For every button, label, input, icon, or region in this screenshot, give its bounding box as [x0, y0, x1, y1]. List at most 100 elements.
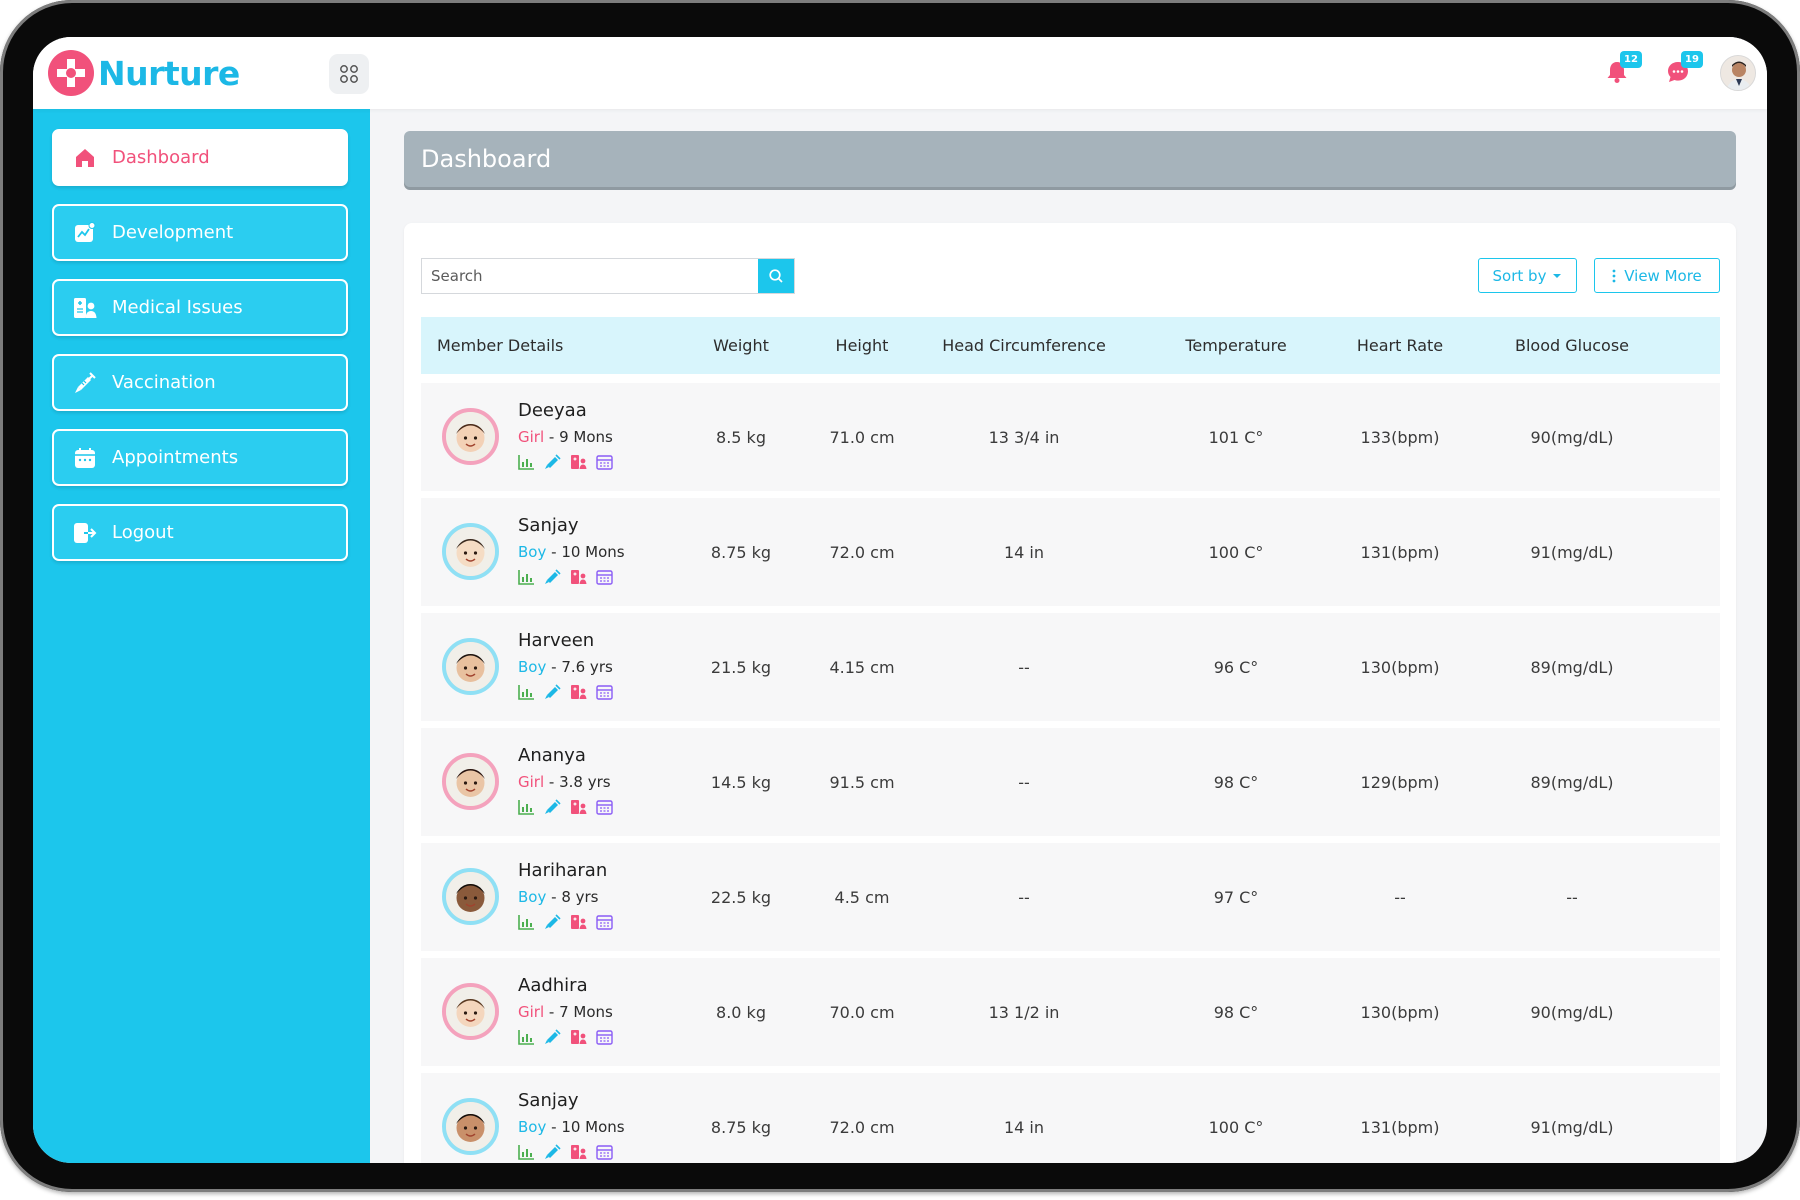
app-logo[interactable]: Nurture — [47, 49, 240, 97]
calendar-icon[interactable] — [596, 1029, 613, 1045]
cell-head: -- — [1018, 772, 1030, 792]
member-age: 10 Mons — [561, 543, 625, 561]
syringe-icon[interactable] — [544, 569, 561, 585]
cell-height: 70.0 cm — [829, 1002, 895, 1022]
member-quick-actions — [518, 1144, 613, 1160]
member-subinfo: Boy - 10 Mons — [518, 1118, 625, 1136]
separator: - — [544, 773, 560, 791]
member-name[interactable]: Sanjay — [518, 1090, 579, 1111]
cell-glucose: 89(mg/dL) — [1530, 772, 1614, 792]
user-avatar[interactable] — [1720, 55, 1756, 91]
sidebar-item-dashboard[interactable]: Dashboard — [52, 129, 348, 186]
page-title: Dashboard — [404, 131, 1736, 187]
search-input[interactable] — [422, 259, 758, 293]
member-name[interactable]: Hariharan — [518, 860, 608, 881]
member-avatar[interactable] — [442, 638, 499, 695]
logo-icon — [47, 49, 95, 97]
member-details-cell: Sanjay Boy - 10 Mons — [421, 498, 721, 606]
messages-button[interactable]: 19 — [1665, 51, 1703, 89]
column-header[interactable]: Temperature — [1185, 336, 1287, 355]
medical-record-icon[interactable] — [570, 1029, 587, 1045]
medical-record-icon[interactable] — [570, 799, 587, 815]
member-avatar[interactable] — [442, 753, 499, 810]
member-name[interactable]: Deeyaa — [518, 400, 587, 421]
syringe-icon[interactable] — [544, 454, 561, 470]
table-row[interactable]: Hariharan Boy - 8 yrs 22.5 kg 4.5 cm -- 97 C°… — [421, 843, 1720, 951]
medical-record-icon[interactable] — [570, 684, 587, 700]
table-row[interactable]: Harveen Boy - 7.6 yrs 21.5 kg 4.15 cm -- 96 C… — [421, 613, 1720, 721]
calendar-icon[interactable] — [596, 799, 613, 815]
apps-grid-icon — [340, 65, 358, 83]
cell-weight: 14.5 kg — [710, 772, 772, 792]
cell-temp: 98 C° — [1213, 1002, 1259, 1022]
syringe-icon[interactable] — [544, 799, 561, 815]
apps-grid-button[interactable] — [329, 54, 369, 94]
syringe-icon[interactable] — [544, 1029, 561, 1045]
growth-chart-icon[interactable] — [518, 684, 535, 700]
member-quick-actions — [518, 569, 613, 585]
cell-weight: 8.0 kg — [716, 1002, 766, 1022]
syringe-icon[interactable] — [544, 914, 561, 930]
growth-chart-icon[interactable] — [518, 799, 535, 815]
cell-glucose: 91(mg/dL) — [1530, 1117, 1614, 1137]
medical-record-icon[interactable] — [570, 454, 587, 470]
cell-head: 13 1/2 in — [988, 1002, 1060, 1022]
member-subinfo: Boy - 10 Mons — [518, 543, 625, 561]
member-subinfo: Boy - 7.6 yrs — [518, 658, 613, 676]
growth-chart-icon[interactable] — [518, 914, 535, 930]
growth-chart-icon[interactable] — [518, 1029, 535, 1045]
calendar-icon[interactable] — [596, 684, 613, 700]
member-name[interactable]: Harveen — [518, 630, 595, 651]
member-gender: Boy — [518, 1118, 547, 1136]
search-box — [421, 258, 795, 294]
growth-chart-icon[interactable] — [518, 454, 535, 470]
medical-record-icon[interactable] — [570, 914, 587, 930]
member-name[interactable]: Aadhira — [518, 975, 588, 996]
member-name[interactable]: Sanjay — [518, 515, 579, 536]
sidebar-item-appointments[interactable]: Appointments — [52, 429, 348, 486]
member-name[interactable]: Ananya — [518, 745, 586, 766]
member-avatar[interactable] — [442, 523, 499, 580]
calendar-icon[interactable] — [596, 914, 613, 930]
growth-chart-icon[interactable] — [518, 1144, 535, 1160]
sidebar-item-logout[interactable]: Logout — [52, 504, 348, 561]
column-header[interactable]: Blood Glucose — [1515, 336, 1629, 355]
table-row[interactable]: Ananya Girl - 3.8 yrs 14.5 kg 91.5 cm -- 98 C… — [421, 728, 1720, 836]
cell-glucose: -- — [1566, 887, 1578, 907]
notifications-button[interactable]: 12 — [1604, 51, 1642, 89]
search-button[interactable] — [758, 259, 794, 293]
view-more-button[interactable]: View More — [1594, 258, 1720, 293]
column-header[interactable]: Member Details — [437, 336, 564, 355]
caret-down-icon — [1553, 273, 1562, 278]
calendar-icon[interactable] — [596, 454, 613, 470]
table-row[interactable]: Sanjay Boy - 10 Mons 8.75 kg 72.0 cm 14 in 10… — [421, 498, 1720, 606]
sidebar-item-vaccination[interactable]: Vaccination — [52, 354, 348, 411]
calendar-icon[interactable] — [596, 569, 613, 585]
member-avatar[interactable] — [442, 1098, 499, 1155]
table-row[interactable]: Deeyaa Girl - 9 Mons 8.5 kg 71.0 cm 13 3/4 i… — [421, 383, 1720, 491]
cell-weight: 22.5 kg — [710, 887, 772, 907]
calendar-icon[interactable] — [596, 1144, 613, 1160]
sidebar-item-medical-issues[interactable]: Medical Issues — [52, 279, 348, 336]
column-header[interactable]: Height — [835, 336, 889, 355]
member-avatar[interactable] — [442, 868, 499, 925]
medical-record-icon[interactable] — [570, 569, 587, 585]
sidebar-item-development[interactable]: Development — [52, 204, 348, 261]
column-header[interactable]: Head Circumference — [942, 336, 1106, 355]
member-age: 9 Mons — [559, 428, 613, 446]
member-age: 7.6 yrs — [561, 658, 613, 676]
column-header[interactable]: Heart Rate — [1356, 336, 1444, 355]
syringe-icon[interactable] — [544, 1144, 561, 1160]
column-header[interactable]: Weight — [713, 336, 769, 355]
growth-chart-icon[interactable] — [518, 569, 535, 585]
syringe-icon[interactable] — [544, 684, 561, 700]
cell-glucose: 91(mg/dL) — [1530, 542, 1614, 562]
table-row[interactable]: Aadhira Girl - 7 Mons 8.0 kg 70.0 cm 13 1/2 … — [421, 958, 1720, 1066]
sort-by-button[interactable]: Sort by — [1478, 258, 1577, 293]
medical-record-icon — [73, 296, 97, 320]
member-avatar[interactable] — [442, 983, 499, 1040]
cell-weight: 21.5 kg — [710, 657, 772, 677]
table-row[interactable]: Sanjay Boy - 10 Mons 8.75 kg 72.0 cm 14 in 10… — [421, 1073, 1720, 1163]
medical-record-icon[interactable] — [570, 1144, 587, 1160]
member-avatar[interactable] — [442, 408, 499, 465]
